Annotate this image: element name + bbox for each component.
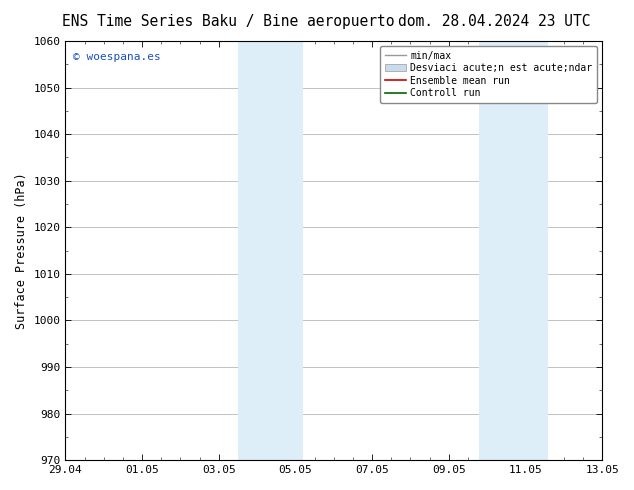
Bar (479, 41, 548, 460)
Text: © woespana.es: © woespana.es (74, 51, 161, 62)
Y-axis label: Surface Pressure (hPa): Surface Pressure (hPa) (15, 172, 28, 329)
Bar (238, 41, 303, 460)
Text: ENS Time Series Baku / Bine aeropuerto: ENS Time Series Baku / Bine aeropuerto (62, 14, 394, 29)
Text: dom. 28.04.2024 23 UTC: dom. 28.04.2024 23 UTC (398, 14, 591, 29)
Legend: min/max, Desviaci acute;n est acute;ndar, Ensemble mean run, Controll run: min/max, Desviaci acute;n est acute;ndar… (380, 46, 597, 103)
